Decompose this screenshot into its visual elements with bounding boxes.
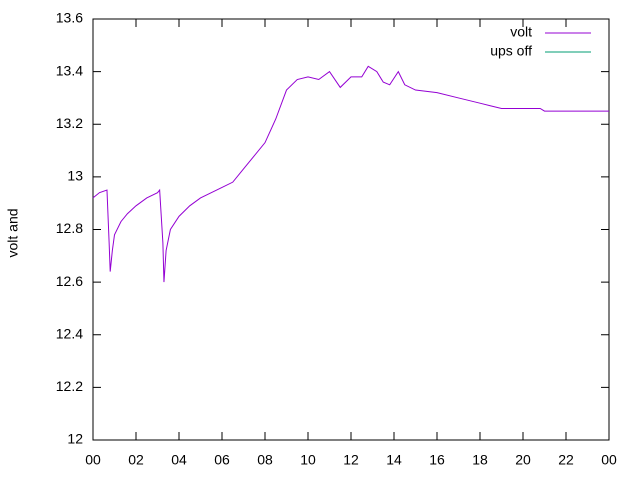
x-tick-label: 10 (300, 452, 316, 468)
legend-label: ups off (490, 43, 532, 59)
y-axis-label: volt and (5, 208, 21, 257)
y-tick-label: 12.8 (56, 220, 83, 236)
x-tick-label: 02 (128, 452, 144, 468)
y-tick-label: 12 (67, 431, 83, 447)
x-tick-label: 16 (429, 452, 445, 468)
y-tick-label: 12.4 (56, 325, 83, 341)
x-tick-label: 14 (386, 452, 402, 468)
x-tick-label: 18 (472, 452, 488, 468)
x-tick-label: 08 (257, 452, 273, 468)
y-tick-label: 12.2 (56, 378, 83, 394)
y-tick-label: 13.2 (56, 115, 83, 131)
x-tick-label: 00 (601, 452, 617, 468)
x-tick-label: 12 (343, 452, 359, 468)
x-tick-label: 20 (515, 452, 531, 468)
y-tick-label: 12.6 (56, 273, 83, 289)
x-tick-label: 00 (85, 452, 101, 468)
x-tick-label: 22 (558, 452, 574, 468)
x-tick-label: 04 (171, 452, 187, 468)
x-tick-label: 06 (214, 452, 230, 468)
y-tick-label: 13.4 (56, 62, 83, 78)
legend-label: volt (510, 24, 532, 40)
y-tick-label: 13.6 (56, 10, 83, 26)
data-line (92, 65, 609, 283)
y-tick-label: 13 (67, 168, 83, 184)
